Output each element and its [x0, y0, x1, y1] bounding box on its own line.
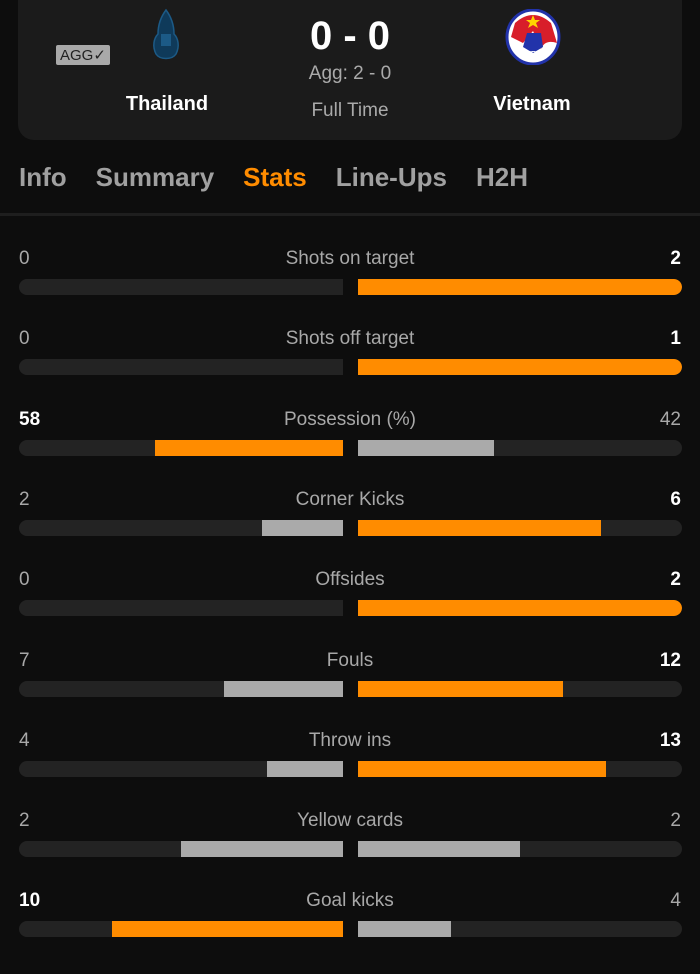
stat-label: Shots on target	[285, 248, 415, 269]
match-header-card	[18, 0, 682, 140]
home-stat-bar	[19, 841, 343, 858]
stat-label: Throw ins	[308, 729, 392, 751]
away-stat-bar	[358, 600, 682, 617]
home-stat-value: 0	[19, 248, 30, 269]
tab-h2h[interactable]: H2H	[475, 162, 528, 192]
home-stat-fill	[155, 439, 343, 456]
tab-line-ups[interactable]: Line-Ups	[335, 162, 447, 192]
svg-text:VFF: VFF	[525, 50, 540, 59]
away-stat-fill	[358, 921, 451, 938]
away-stat-value: 12	[659, 649, 681, 671]
away-stat-value: 2	[670, 248, 681, 269]
home-stat-value: 0	[19, 569, 30, 591]
stat-row: 0 Shots off target 1	[19, 328, 682, 398]
away-stat-fill	[358, 760, 606, 777]
away-stat-fill	[358, 519, 601, 536]
home-stat-fill	[262, 519, 343, 536]
home-stat-value: 4	[19, 729, 30, 751]
stat-label: Yellow cards	[297, 810, 403, 832]
aggregate-score: Agg: 2 - 0	[308, 63, 392, 84]
home-stat-value: 2	[19, 810, 30, 832]
away-stat-fill	[358, 600, 682, 617]
stat-row: 10 Goal kicks 4	[19, 890, 682, 960]
away-stat-bar	[358, 439, 682, 456]
stat-label: Corner Kicks	[295, 488, 405, 510]
away-stat-fill	[358, 680, 563, 697]
away-stat-value: 2	[670, 810, 681, 832]
home-stat-fill	[266, 760, 343, 777]
away-stat-fill	[358, 439, 495, 456]
match-status: Full Time	[311, 100, 389, 121]
match-score: 0 - 0	[309, 14, 391, 58]
match-tabs: Info Summary Stats Line-Ups H2H	[19, 162, 528, 193]
aggregate-winner-badge: AGG✓	[56, 45, 110, 65]
home-stat-value: 2	[19, 488, 30, 510]
home-stat-value: 58	[19, 408, 41, 430]
home-stat-fill	[223, 680, 343, 697]
away-stat-bar	[358, 921, 682, 938]
home-stat-bar	[19, 760, 343, 777]
stat-row: 0 Offsides 2	[19, 569, 682, 639]
home-stat-fill	[111, 921, 343, 938]
away-stat-value: 6	[670, 488, 681, 510]
away-team-name[interactable]: Vietnam	[493, 93, 571, 115]
away-stat-fill	[358, 279, 682, 295]
home-stat-value: 7	[19, 649, 30, 671]
away-stat-bar	[358, 279, 682, 295]
stat-label: Offsides	[315, 569, 385, 591]
away-stat-value: 4	[670, 890, 681, 912]
home-stat-bar	[19, 519, 343, 536]
stat-row: 2 Yellow cards 2	[19, 810, 682, 880]
home-stat-value: 10	[19, 890, 41, 912]
stat-label: Fouls	[326, 649, 374, 671]
tab-stats[interactable]: Stats	[243, 162, 307, 192]
tab-info[interactable]: Info	[19, 162, 67, 192]
away-stat-bar	[358, 519, 682, 536]
home-stat-bar	[19, 600, 343, 617]
home-stat-bar	[19, 921, 343, 938]
away-stat-value: 42	[659, 408, 681, 430]
stat-row: 7 Fouls 12	[19, 649, 682, 720]
stat-row: 0 Shots on target 2	[19, 248, 682, 318]
away-stat-value: 13	[659, 729, 681, 751]
away-stat-fill	[358, 359, 682, 376]
away-stat-bar	[358, 760, 682, 777]
away-stat-bar	[358, 680, 682, 697]
stat-row: 2 Corner Kicks 6	[19, 488, 682, 559]
thailand-crest-icon	[153, 8, 179, 60]
home-stat-bar	[19, 359, 343, 376]
home-stat-bar	[19, 439, 343, 456]
away-stat-bar	[358, 359, 682, 376]
away-stat-fill	[358, 841, 520, 858]
stat-label: Goal kicks	[306, 890, 394, 912]
home-stat-value: 0	[19, 328, 30, 350]
tabs-divider	[0, 213, 700, 216]
vietnam-crest-icon: VFF	[505, 9, 561, 65]
stat-row: 4 Throw ins 13	[19, 729, 682, 800]
home-stat-fill	[181, 841, 343, 858]
away-stat-value: 1	[670, 328, 681, 350]
home-stat-bar	[19, 279, 343, 295]
home-stat-bar	[19, 680, 343, 697]
stat-label: Shots off target	[285, 328, 415, 350]
tab-summary[interactable]: Summary	[95, 162, 215, 192]
stat-label: Possession (%)	[284, 408, 416, 430]
away-stat-bar	[358, 841, 682, 858]
home-team-name[interactable]: Thailand	[125, 93, 209, 115]
away-stat-value: 2	[670, 569, 681, 591]
stat-row: 58 Possession (%) 42	[19, 408, 682, 479]
